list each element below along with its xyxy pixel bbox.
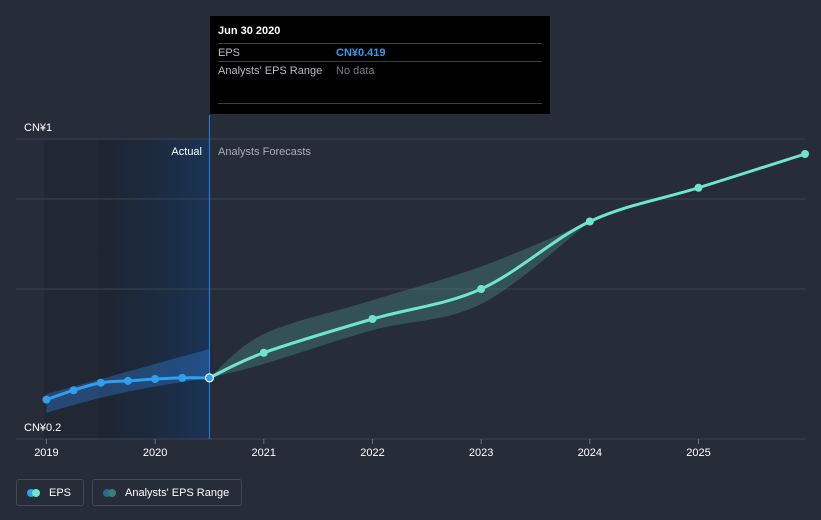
hover-tooltip: Jun 30 2020 EPS CN¥0.419 Analysts' EPS R… xyxy=(210,16,550,114)
x-tick-label-2020: 2020 xyxy=(143,447,167,459)
legend-item-eps-range[interactable]: Analysts' EPS Range xyxy=(92,479,243,506)
tooltip-range-label: Analysts' EPS Range xyxy=(218,64,323,77)
chart-legend: EPS Analysts' EPS Range xyxy=(16,479,243,506)
tooltip-row-range: Analysts' EPS Range No data xyxy=(218,61,542,79)
tooltip-row-eps: EPS CN¥0.419 xyxy=(218,43,542,61)
eps-point-forecast-3 xyxy=(477,285,486,293)
eps-point-forecast-4 xyxy=(585,217,594,226)
eps-point-forecast-1 xyxy=(259,348,268,357)
x-tick-label-2024: 2024 xyxy=(578,447,602,459)
x-tick-label-2022: 2022 xyxy=(360,447,384,459)
tooltip-divider xyxy=(218,103,542,104)
legend-eps-range-label: Analysts' EPS Range xyxy=(125,486,230,499)
eps-point-forecast-2 xyxy=(368,315,377,323)
eps-range-swatch-icon xyxy=(103,488,117,497)
eps-point-actual-5 xyxy=(178,373,187,382)
eps-point-actual-2 xyxy=(96,378,105,387)
x-tick-label-2019: 2019 xyxy=(34,447,58,459)
tooltip-eps-value: CN¥0.419 xyxy=(336,46,386,59)
eps-point-actual-4 xyxy=(151,375,160,383)
eps-point-actual-3 xyxy=(123,376,132,385)
eps-point-forecast-6 xyxy=(801,150,809,158)
forecast-region-label: Analysts Forecasts xyxy=(218,146,311,158)
tooltip-range-value: No data xyxy=(336,64,375,77)
actual-region-label: Actual xyxy=(171,146,202,158)
eps-point-actual-0 xyxy=(42,395,51,404)
y-axis-min-label: CN¥0.2 xyxy=(24,422,61,434)
legend-item-eps[interactable]: EPS xyxy=(16,479,85,506)
x-tick-label-2023: 2023 xyxy=(469,447,493,459)
eps-point-actual-1 xyxy=(69,386,78,395)
eps-point-highlighted xyxy=(204,373,215,383)
legend-eps-label: EPS xyxy=(49,486,72,499)
eps-point-forecast-5 xyxy=(694,183,703,192)
x-tick-label-2021: 2021 xyxy=(252,447,276,459)
y-axis-max-label: CN¥1 xyxy=(24,122,52,134)
x-tick-label-2025: 2025 xyxy=(686,447,710,459)
tooltip-eps-label: EPS xyxy=(218,46,241,59)
tooltip-date: Jun 30 2020 xyxy=(218,25,281,37)
eps-swatch-icon xyxy=(27,488,41,497)
